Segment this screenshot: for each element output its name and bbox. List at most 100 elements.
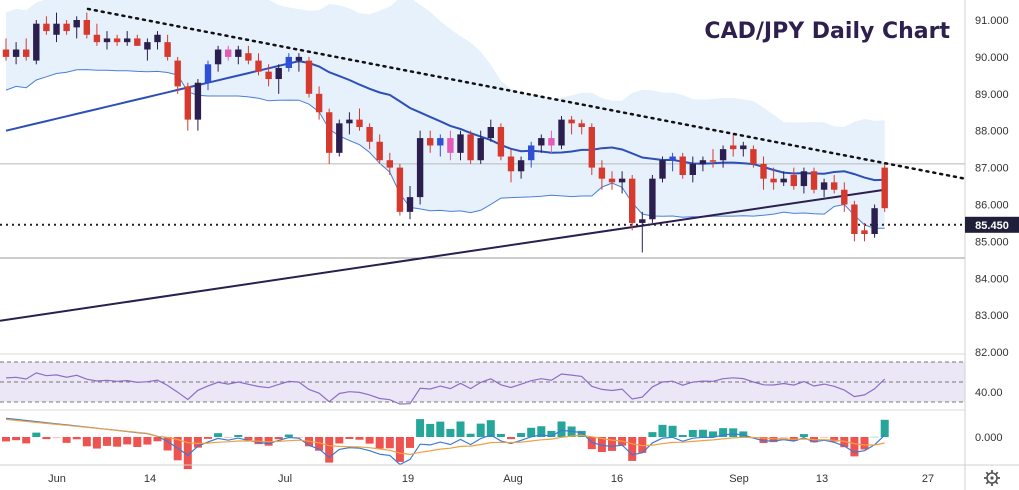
current-price-tag-box <box>965 216 1019 233</box>
candle-body <box>719 149 727 161</box>
candle-body <box>134 38 141 46</box>
macd-tick-label: 0.000 <box>975 432 1003 444</box>
candle-body <box>33 23 40 61</box>
candle-body <box>780 178 787 183</box>
candle-body <box>437 138 444 146</box>
candle-body <box>336 123 343 153</box>
candle-body <box>810 171 818 190</box>
rsi-tick-label: 40.00 <box>975 387 1003 399</box>
candle-body <box>517 160 525 172</box>
candle-body <box>396 167 404 212</box>
time-tick-label: Jun <box>48 473 66 485</box>
candle-body <box>93 34 101 43</box>
candle-body <box>214 49 222 65</box>
macd-histogram-bar <box>648 432 657 437</box>
candle-body <box>487 127 494 139</box>
candle-body <box>376 141 383 161</box>
price-tick-label: 87.000 <box>975 163 1009 175</box>
candle-body <box>538 138 545 146</box>
candle-body <box>457 134 464 153</box>
candle-body <box>184 86 191 120</box>
macd-histogram-bar <box>587 437 596 450</box>
candle-body <box>2 49 10 57</box>
macd-histogram-bar <box>840 437 849 448</box>
candle-body <box>83 20 90 35</box>
medium-moving-average <box>5 60 885 182</box>
time-tick-label: 19 <box>402 473 414 485</box>
macd-histogram-bar <box>12 437 21 441</box>
price-tick-label: 83.000 <box>975 310 1009 322</box>
macd-histogram-bar <box>446 428 455 437</box>
candle-body <box>356 119 363 128</box>
macd-histogram-bar <box>668 425 677 437</box>
candle-body <box>447 138 454 153</box>
time-tick-label: Jul <box>278 473 292 485</box>
macd-histogram-bar <box>577 430 586 437</box>
current-price-tag: 85.450 <box>965 216 1019 233</box>
price-tick-label: 91.000 <box>975 15 1009 27</box>
macd-histogram-bar <box>476 423 485 437</box>
price-tick-label: 85.000 <box>975 236 1009 248</box>
candle-body <box>124 38 131 43</box>
price-levels <box>0 163 965 259</box>
candle-body <box>73 20 80 28</box>
candle-body <box>639 219 646 223</box>
macd-histogram-bar <box>22 437 31 444</box>
candle-body <box>760 163 767 179</box>
candle-body <box>144 42 151 50</box>
macd-histogram-bar <box>658 424 667 437</box>
candle-body <box>194 82 202 120</box>
macd-histogram-bar <box>244 437 253 441</box>
candle-body <box>427 138 434 146</box>
signal-line <box>5 418 885 456</box>
price-tick-label: 82.000 <box>975 347 1009 359</box>
candle-body <box>174 60 181 87</box>
gear-ring[interactable] <box>986 472 998 484</box>
candle-body <box>43 23 50 32</box>
macd-histogram-bar <box>153 437 162 442</box>
descending-trendline <box>86 7 967 180</box>
candle-body <box>326 112 333 153</box>
candle-body <box>548 138 555 146</box>
gear-hub[interactable] <box>990 476 994 480</box>
macd-histogram-bar <box>2 437 10 442</box>
macd-histogram-bar <box>426 423 435 437</box>
candle-body <box>285 56 292 68</box>
macd-histogram-bar <box>527 427 536 437</box>
candle-body <box>608 178 616 183</box>
gear-tooth-ne[interactable] <box>995 471 999 475</box>
macd-histogram-bar <box>597 437 606 453</box>
time-tick-label: Sep <box>729 473 749 485</box>
candle-body <box>53 23 60 35</box>
macd-histogram-bar <box>638 437 647 453</box>
macd-histogram-bar <box>547 430 556 437</box>
candle-body <box>23 49 30 57</box>
rsi-line <box>5 372 886 405</box>
chart-title: CAD/JPY Daily Chart <box>704 19 950 44</box>
macd-histogram-bar <box>860 437 869 450</box>
settings-gear-icon[interactable] <box>984 470 1000 486</box>
gear-tooth-sw[interactable] <box>985 481 989 485</box>
macd-histogram-bar <box>204 437 212 439</box>
macd-histogram-bar <box>769 437 778 443</box>
candle-body <box>709 160 717 162</box>
macd-histogram-bar <box>214 433 223 437</box>
macd-histogram-bar <box>284 434 293 437</box>
macd-histogram-bar <box>395 437 404 462</box>
macd-histogram-bar <box>183 437 192 470</box>
candle-body <box>225 49 232 57</box>
macd-histogram-bar <box>355 437 364 440</box>
candle-body <box>578 123 585 128</box>
gear-tooth-nw[interactable] <box>985 471 989 475</box>
candle-body <box>841 189 848 205</box>
macd-histogram-bar <box>92 437 101 449</box>
candle-body <box>12 49 20 57</box>
macd-histogram-bar <box>537 426 546 437</box>
macd-histogram-bar <box>436 421 445 437</box>
gear-tooth-se[interactable] <box>995 481 999 485</box>
gear-teeth[interactable] <box>984 470 1000 486</box>
macd-histogram-bar <box>133 437 142 447</box>
macd-histogram-bar <box>416 419 425 437</box>
bollinger-lower-line <box>5 69 885 229</box>
candle-body <box>618 178 626 183</box>
